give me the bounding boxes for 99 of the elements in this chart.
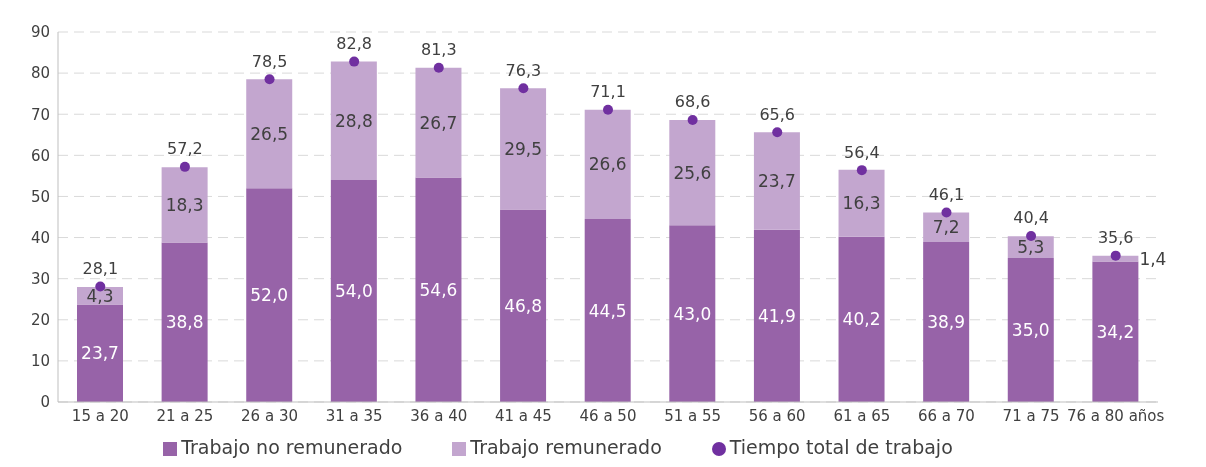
data-label: 41,9 — [757, 305, 796, 326]
data-label: 26,6 — [588, 154, 627, 175]
data-label: 35,6 — [1097, 228, 1134, 248]
data-label: 28,1 — [82, 258, 119, 278]
data-label: 34,2 — [1096, 321, 1135, 342]
y-tick-label: 30 — [30, 269, 50, 288]
data-label: 81,3 — [420, 40, 457, 60]
bar — [415, 67, 462, 178]
point — [687, 114, 698, 125]
y-tick-label: 90 — [30, 23, 50, 42]
point — [179, 161, 190, 172]
x-tick-label: 76 a 80 años — [1067, 406, 1165, 425]
bar — [753, 229, 800, 402]
point — [856, 165, 867, 176]
point — [433, 62, 444, 73]
point — [349, 56, 360, 67]
bar — [1092, 261, 1139, 402]
x-tick-label: 46 a 50 — [579, 406, 637, 425]
point — [941, 207, 952, 218]
y-tick-label: 0 — [40, 393, 50, 412]
data-label: 54,0 — [334, 281, 373, 301]
x-tick-label: 36 a 40 — [410, 406, 468, 425]
data-label: 54,6 — [419, 279, 458, 300]
point — [264, 74, 275, 85]
data-label: 65,6 — [759, 104, 796, 124]
x-tick-label: 71 a 75 — [1002, 406, 1060, 425]
data-label: 46,8 — [504, 295, 543, 316]
point — [1026, 230, 1037, 241]
bar — [330, 61, 377, 180]
x-tick-label: 61 a 65 — [833, 406, 891, 425]
y-tick-label: 10 — [30, 352, 50, 371]
data-label: 26,5 — [250, 123, 289, 144]
data-label: 16,3 — [842, 193, 881, 214]
bar — [246, 79, 293, 189]
data-label: 68,6 — [674, 92, 711, 112]
data-label: 52,0 — [250, 285, 289, 306]
data-label: 26,7 — [419, 112, 458, 133]
x-tick-label: 41 a 45 — [494, 406, 552, 425]
data-label: 28,8 — [334, 110, 373, 131]
bar — [584, 219, 631, 402]
x-tick-label: 66 a 70 — [918, 406, 975, 425]
point — [772, 127, 783, 138]
bar — [500, 88, 547, 210]
bar — [1007, 258, 1054, 402]
data-label: 5,3 — [1017, 237, 1045, 258]
legend-label: Trabajo remunerado — [470, 436, 662, 458]
bar — [669, 225, 716, 402]
data-label: 82,8 — [336, 34, 372, 54]
bar — [923, 242, 970, 402]
bar — [838, 236, 885, 402]
bar — [161, 242, 208, 402]
x-tick-label: 56 a 60 — [748, 406, 806, 425]
bar — [246, 188, 293, 402]
x-tick-label: 51 a 55 — [664, 406, 722, 425]
y-tick-label: 50 — [30, 187, 50, 206]
data-label: 40,4 — [1013, 208, 1049, 228]
y-tick-label: 70 — [30, 105, 50, 124]
data-label: 56,4 — [844, 142, 880, 162]
data-label: 18,3 — [165, 194, 204, 215]
x-tick-label: 26 a 30 — [241, 406, 298, 425]
data-label: 25,6 — [673, 162, 712, 183]
point — [518, 83, 529, 94]
y-tick-label: 40 — [30, 228, 50, 247]
data-label: 4,3 — [86, 285, 114, 306]
data-label: 1,4 — [1139, 248, 1167, 269]
y-tick-label: 60 — [30, 146, 50, 165]
data-label: 44,5 — [588, 300, 627, 321]
point — [1110, 250, 1121, 261]
data-label: 23,7 — [81, 343, 119, 364]
data-label: 29,5 — [504, 138, 543, 159]
bar — [415, 177, 462, 402]
data-label: 40,2 — [842, 309, 881, 330]
data-label: 76,3 — [505, 60, 542, 80]
data-label: 43,0 — [673, 303, 712, 324]
x-tick-label: 21 a 25 — [156, 406, 214, 425]
y-tick-label: 20 — [30, 311, 50, 330]
bar — [500, 209, 547, 402]
bar — [753, 132, 800, 230]
data-label: 38,9 — [927, 312, 966, 333]
bar — [77, 304, 123, 402]
data-label: 71,1 — [590, 82, 626, 102]
legend-label: Tiempo total de trabajo — [729, 436, 953, 458]
data-label: 38,8 — [165, 312, 204, 333]
bar — [584, 109, 631, 220]
legend-label: Trabajo no remunerado — [181, 436, 403, 458]
data-label: 7,2 — [932, 217, 960, 238]
data-label: 78,5 — [251, 51, 288, 71]
data-label: 23,7 — [757, 171, 796, 192]
x-tick-label: 31 a 35 — [325, 406, 383, 425]
data-label: 46,1 — [928, 184, 965, 204]
bar — [161, 167, 208, 243]
data-label: 35,0 — [1011, 320, 1050, 341]
x-tick-label: 15 a 20 — [71, 406, 129, 425]
bar — [669, 119, 716, 226]
data-label: 57,2 — [167, 139, 203, 159]
bar — [838, 169, 885, 237]
point — [603, 104, 613, 115]
bar — [330, 180, 377, 402]
y-tick-label: 80 — [30, 64, 50, 83]
